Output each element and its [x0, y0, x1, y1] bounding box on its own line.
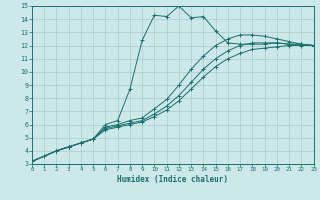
X-axis label: Humidex (Indice chaleur): Humidex (Indice chaleur) — [117, 175, 228, 184]
